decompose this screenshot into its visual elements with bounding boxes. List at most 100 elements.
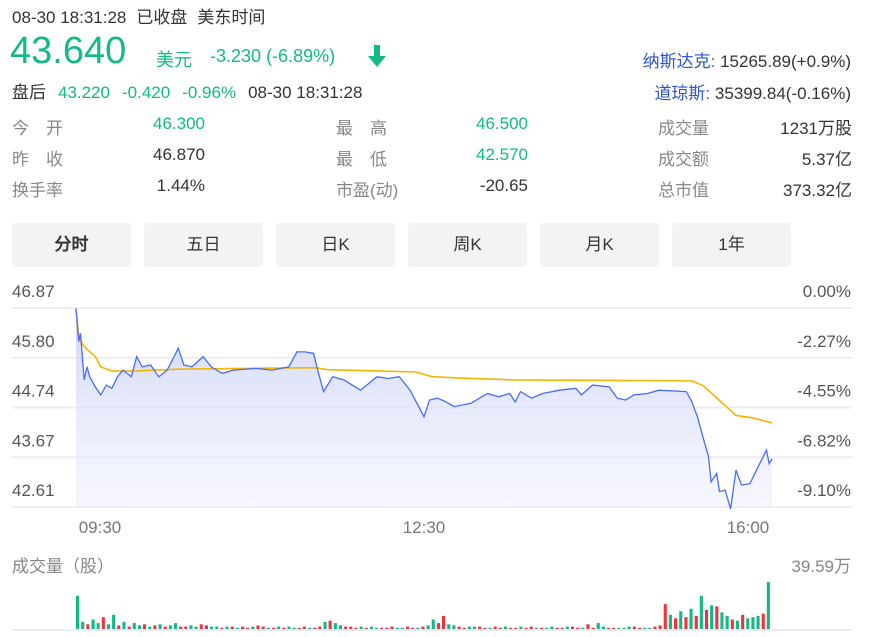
volume-bar [344, 626, 348, 629]
volume-bar [395, 627, 399, 629]
volume-bar [730, 619, 734, 629]
volume-bar [534, 627, 538, 629]
pct-tick: 0.00% [803, 282, 851, 301]
volume-bar [601, 626, 605, 629]
stat-value: 373.32亿 [783, 181, 852, 200]
volume-bar [308, 627, 312, 629]
tab-0[interactable]: 分时 [12, 223, 131, 267]
volume-bar [313, 627, 317, 629]
volume-bar [81, 621, 85, 629]
index-value: 15265.89(+0.9%) [720, 52, 851, 71]
volume-bar [364, 627, 368, 629]
volume-bar [390, 626, 394, 629]
tab-2[interactable]: 日K [276, 223, 395, 267]
volume-bar [735, 620, 739, 629]
price-tick: 46.87 [12, 282, 55, 301]
stat-value: 5.37亿 [801, 150, 852, 169]
after-hours-pct: -0.96% [182, 83, 237, 102]
volume-bar [503, 626, 507, 629]
volume-bar [761, 613, 765, 629]
volume-bar [127, 626, 131, 629]
price-tick: 43.67 [12, 431, 55, 450]
volume-bar [302, 626, 306, 629]
volume-bar [725, 615, 729, 629]
after-hours-datetime: 08-30 18:31:28 [248, 83, 363, 102]
stat-label: 最 低 [336, 150, 387, 169]
stat-value: 1.44% [156, 176, 205, 195]
volume-bar [550, 626, 554, 629]
volume-bar [632, 626, 636, 629]
quote-datetime: 08-30 18:31:28 [12, 8, 127, 27]
pct-tick: -9.10% [797, 481, 851, 500]
volume-bar [210, 626, 214, 629]
volume-bar [648, 627, 652, 629]
currency: 美元 [156, 50, 192, 70]
tab-5[interactable]: 1年 [672, 223, 791, 267]
volume-bar [591, 627, 595, 629]
volume-bar [158, 624, 162, 629]
volume-bar [112, 614, 116, 629]
volume-bar [462, 627, 466, 629]
volume-bar [411, 627, 415, 629]
volume-bar [436, 623, 440, 629]
volume-bar [493, 626, 497, 629]
volume-bar [338, 625, 342, 629]
time-tick: 12:30 [403, 518, 446, 537]
index-dow[interactable]: 道琼斯: 35399.84(-0.16%) [654, 79, 851, 104]
volume-bar [643, 627, 647, 629]
price-line [75, 308, 773, 510]
volume-bar [184, 626, 188, 629]
volume-bar [529, 626, 533, 629]
volume-bar [261, 626, 265, 629]
tab-3[interactable]: 周K [408, 223, 527, 267]
price-tick: 42.61 [12, 481, 55, 500]
after-hours: 盘后 43.220 -0.420 -0.96% 08-30 18:31:28 [12, 78, 374, 103]
volume-bar [168, 625, 172, 629]
volume-bar [380, 627, 384, 629]
volume-bar [163, 626, 167, 629]
volume-bar [225, 626, 229, 629]
volume-bar [266, 627, 270, 629]
volume-bar [189, 625, 193, 629]
volume-bar [668, 614, 672, 629]
stat-value: 1231万股 [780, 119, 852, 138]
volume-bar [91, 619, 95, 629]
volume-bar [705, 610, 709, 629]
volume-bar [122, 621, 126, 629]
after-hours-change: -0.420 [122, 83, 171, 102]
time-tick: 09:30 [79, 518, 122, 537]
volume-bar [277, 626, 281, 629]
volume-bar [96, 623, 100, 629]
tab-4[interactable]: 月K [540, 223, 659, 267]
time-tick: 16:00 [727, 518, 770, 537]
volume-bar [174, 623, 178, 629]
volume-bar [545, 627, 549, 629]
volume-bar [282, 627, 286, 629]
volume-bar [488, 627, 492, 629]
stat-label: 换手率 [12, 181, 63, 200]
volume-bar [596, 623, 600, 629]
pct-tick: -6.82% [797, 431, 851, 450]
index-nasdaq[interactable]: 纳斯达克: 15265.89(+0.9%) [643, 47, 851, 72]
volume-bar [431, 619, 435, 629]
stat-value: 46.870 [153, 145, 205, 164]
volume-bar [246, 627, 250, 629]
index-name: 道琼斯: [654, 84, 711, 103]
volume-bar [447, 624, 451, 629]
volume-bar [375, 627, 379, 629]
tab-1[interactable]: 五日 [144, 223, 263, 267]
volume-bar [204, 625, 208, 629]
volume-bar [720, 612, 724, 629]
volume-bar [359, 626, 363, 629]
volume-bar [689, 608, 693, 629]
volume-bar [452, 625, 456, 629]
timezone: 美东时间 [197, 8, 266, 27]
volume-bar [426, 625, 430, 629]
stat-value: 46.300 [153, 114, 205, 133]
volume-bar [715, 606, 719, 629]
volume-bar [349, 626, 353, 629]
volume-bar [694, 615, 698, 629]
volume-bar [354, 627, 358, 629]
volume-bar [292, 627, 296, 629]
volume-bar [318, 626, 322, 629]
